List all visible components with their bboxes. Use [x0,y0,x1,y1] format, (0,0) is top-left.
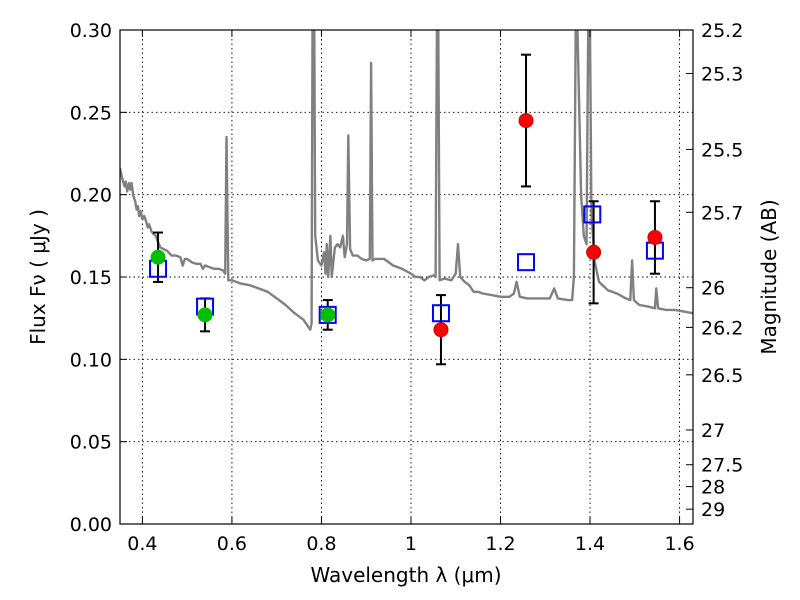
right-tick-label: 25.7 [701,202,743,224]
right-tick-label: 26.5 [701,365,743,387]
right-tick-label: 27.5 [701,455,743,477]
right-tick-label: 26 [701,278,725,300]
observed-point [586,244,602,260]
right-tick-label: 27 [701,420,725,442]
y-tick-label: 0.30 [70,20,112,42]
y-axis-label: Flux Fν ( μJy ) [26,209,50,345]
y-tick-label: 0.15 [70,267,112,289]
x-tick-label: 1.6 [664,533,694,555]
model-band-point [583,205,602,224]
observed-point [518,113,534,129]
right-tick-label: 25.2 [701,20,743,42]
axis-ticks: 0.4 0.6 0.8 1 1.2 1.4 1.6 0.00 0.05 0.10 0.15 0.20 0… [70,20,744,555]
model-band-point [517,253,536,272]
x-tick-label: 0.8 [306,533,336,555]
y-tick-label: 0.05 [70,432,112,454]
right-tick-label: 25.5 [701,139,743,161]
grid [120,29,693,525]
x-tick-label: 0.6 [217,533,247,555]
observed-point [647,229,663,245]
x-tick-label: 1.2 [485,533,515,555]
observed-point [433,322,449,338]
right-tick-label: 28 [701,477,725,499]
right-tick-label: 26.2 [701,317,743,339]
spectrum-line [120,30,693,331]
observed-points [150,113,663,338]
plot-frame [119,29,694,525]
x-tick-label: 0.4 [127,533,157,555]
x-tick-label: 1 [405,533,417,555]
y-tick-label: 0.20 [70,185,112,207]
observed-point [197,307,213,323]
y-tick-label: 0.00 [70,514,112,536]
model-band-point [318,305,337,324]
y-tick-label: 0.25 [70,102,112,124]
x-tick-label: 1.4 [575,533,605,555]
y-tick-label: 0.10 [70,349,112,371]
observed-point [150,249,166,265]
model-band-point [431,304,450,323]
model-spectrum [120,30,693,331]
right-tick-label: 25.3 [701,63,743,85]
right-axis-label: Magnitude (AB) [757,199,781,354]
right-tick-label: 29 [701,499,725,521]
observed-point [320,307,336,323]
x-axis-label: Wavelength λ (μm) [310,563,501,587]
